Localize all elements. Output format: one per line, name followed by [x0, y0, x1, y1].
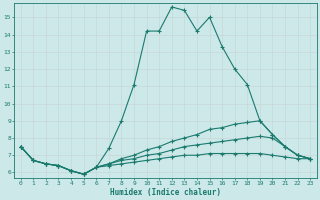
- X-axis label: Humidex (Indice chaleur): Humidex (Indice chaleur): [110, 188, 221, 197]
